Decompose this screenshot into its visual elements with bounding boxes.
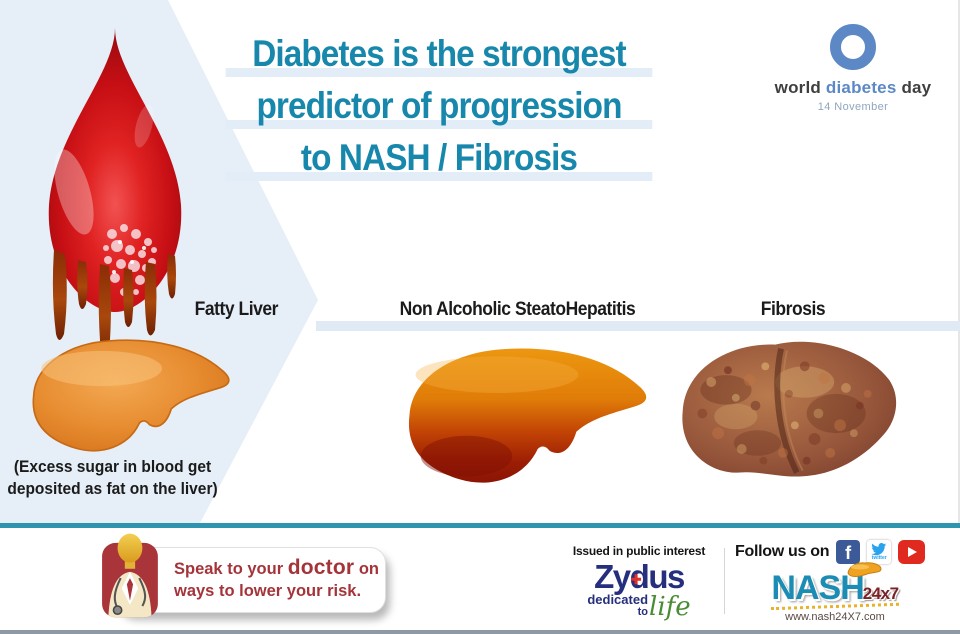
nash-liver-graphic (408, 348, 647, 483)
title-line-3: to NASH / Fibrosis (220, 132, 657, 184)
footer-divider (724, 548, 725, 614)
caption-line-1: (Excess sugar in blood get (13, 458, 212, 476)
facebook-icon[interactable]: f (836, 540, 861, 564)
tagline-dedicated: dedicated (587, 591, 649, 607)
banner-doctor-word: doctor (287, 556, 355, 579)
follow-label: Follow us on (735, 543, 830, 560)
fatty-liver-graphic (32, 339, 230, 452)
crystal-shine (112, 240, 146, 274)
stage-label-nash: Non Alcoholic SteatoHepatitis (399, 299, 636, 320)
world-diabetes-day-logo: world diabetes day 14 November (768, 24, 938, 113)
stage-label-fatty-liver: Fatty Liver (194, 299, 279, 320)
zydus-post: us (648, 558, 685, 595)
stage-label-fibrosis: Fibrosis (760, 299, 826, 320)
wdd-date: 14 November (817, 101, 889, 113)
blue-circle-icon (830, 24, 876, 70)
caption: (Excess sugar in blood get deposited as … (7, 456, 219, 501)
zydus-pre: Zy (594, 558, 631, 595)
title-line-2: predictor of progression (220, 80, 657, 132)
banner-post: on (354, 560, 379, 578)
zydus-logo: Zyd ✚ us (560, 558, 718, 595)
zydus-tagline: dedicated to life (560, 591, 718, 622)
banner-text: Speak to your doctor on ways to lower yo… (174, 555, 379, 602)
banner-line-2: ways to lower your risk. (174, 582, 362, 601)
twitter-icon[interactable]: twitter (867, 540, 892, 564)
caption-line-2: deposited as fat on the liver) (7, 480, 218, 499)
nash-wordmark: NASH (771, 569, 864, 607)
nash-24x7: 24x7 (862, 584, 899, 604)
liver-icon (847, 562, 882, 577)
issued-text: Issued in public interest (572, 544, 706, 558)
teal-separator (0, 523, 960, 528)
wdd-wordmark: world diabetes day (768, 78, 938, 98)
wdd-word-diabetes: diabetes (825, 78, 897, 97)
banner-pre: Speak to your (174, 560, 288, 578)
nash24x7-logo: NASH 24x7 www.nash24X7.com (735, 562, 935, 624)
drop-highlight (54, 149, 94, 235)
youtube-icon[interactable] (898, 540, 926, 564)
tagline-life: life (649, 591, 691, 622)
follow-block: Follow us on f twitter NASH 24x7 www.nas… (735, 540, 935, 623)
twitter-word: twitter (871, 555, 887, 561)
doctor-banner: Speak to your doctor on ways to lower yo… (72, 533, 402, 626)
doctor-icon (102, 533, 158, 618)
banner-bubble (116, 547, 386, 613)
right-edge-strip (958, 0, 960, 523)
bottom-edge (0, 630, 960, 634)
tagline-to: to (637, 605, 649, 618)
stage-band (316, 321, 960, 331)
red-cross-icon: ✚ (630, 572, 642, 587)
title-line-1: Diabetes is the strongest (220, 28, 657, 80)
wdd-word-world: world (774, 78, 821, 97)
blood-drips (52, 250, 176, 360)
zydus-block: Issued in public interest Zyd ✚ us dedicat… (560, 544, 718, 622)
fibrosis-nodules (697, 361, 872, 465)
nash-url[interactable]: www.nash24X7.com (785, 611, 885, 624)
blood-drop-graphic (48, 28, 182, 360)
zydus-d: d (629, 558, 650, 595)
wdd-word-day: day (901, 78, 932, 97)
page-title: Diabetes is the strongest predictor of p… (196, 28, 682, 184)
fibrosis-liver-graphic (682, 341, 897, 477)
